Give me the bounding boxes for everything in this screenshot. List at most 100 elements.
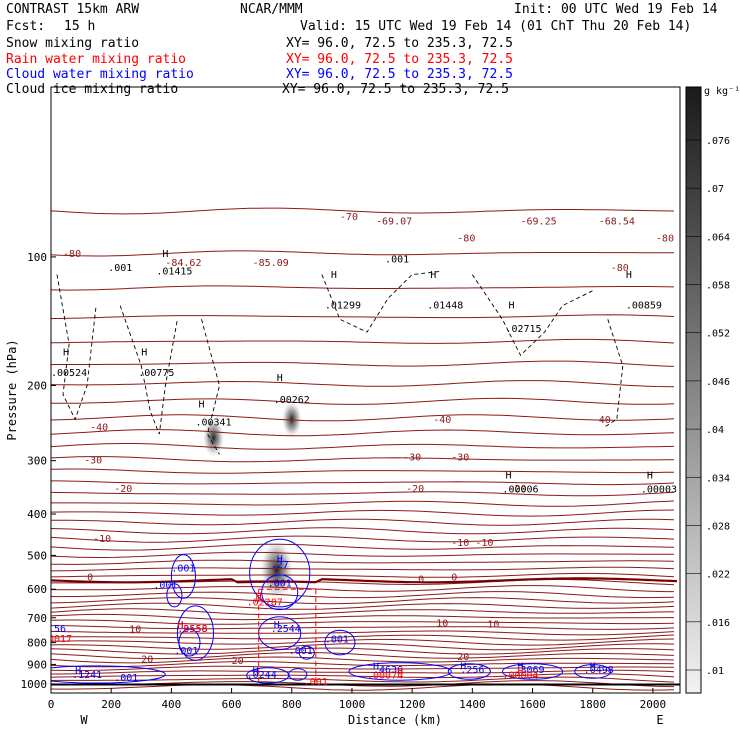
temperature-contour-line	[51, 543, 675, 551]
temperature-contour-line	[51, 509, 675, 517]
cloud-water-label: .0244	[247, 670, 277, 681]
rain-label: .001	[304, 677, 328, 688]
x-tick-label: 200	[101, 698, 121, 711]
snow-label: H	[505, 470, 511, 481]
rain-contours	[258, 588, 317, 685]
rain-label: .00004	[502, 670, 538, 681]
snow-label: H	[63, 347, 69, 358]
colorbar-unit: g kg⁻¹	[704, 86, 740, 97]
temperature-contour-line	[51, 551, 674, 558]
temperature-contour-line	[51, 250, 674, 257]
valid-time: Valid: 15 UTC Wed 19 Feb 14 (01 ChT Thu …	[300, 19, 691, 34]
temperature-contour-line	[51, 683, 675, 691]
colorbar-label: .076	[706, 136, 730, 147]
cloud-water-contour	[447, 663, 491, 680]
snow-label: .00003	[641, 484, 677, 495]
snow-label: H	[198, 399, 204, 410]
y-tick-label: 800	[27, 637, 47, 650]
snow-label: .00524	[51, 368, 87, 379]
cloud-water-label: .56	[48, 624, 66, 635]
colorbar-label: .07	[706, 184, 724, 195]
colorbar-label: .016	[706, 618, 730, 629]
temperature-label: -68.54	[599, 217, 635, 228]
fcst-label: Fcst:	[6, 19, 45, 34]
snow-contour	[604, 319, 624, 428]
temperature-contour-line	[51, 572, 675, 578]
snow-contours	[56, 270, 624, 455]
temperature-label: -20	[114, 484, 132, 495]
x-tick-label: 400	[161, 698, 181, 711]
temperature-label: 20	[232, 656, 244, 667]
rain-label: H	[517, 666, 523, 677]
x-tick-label: 800	[282, 698, 302, 711]
cloud-water-label: .3069	[514, 665, 544, 676]
temperature-contour-line	[51, 380, 675, 388]
temperature-contour-line	[51, 643, 675, 651]
field-cloud-water-xy: XY= 96.0, 72.5 to 235.3, 72.5	[286, 67, 513, 82]
temperature-label: -40	[593, 415, 611, 426]
temperature-contour-line	[51, 673, 675, 679]
temperature-label: 0	[451, 572, 457, 583]
cloud-water-label: .001	[174, 646, 198, 657]
colorbar-label: .028	[706, 521, 730, 532]
temperature-label: -69.07	[376, 217, 412, 228]
temperature-label: -40	[90, 423, 108, 434]
temperature-contour-line	[51, 338, 675, 344]
cloud-water-label: H	[253, 666, 259, 677]
snow-contour	[471, 274, 593, 357]
x-tick-label: 600	[222, 698, 242, 711]
colorbar-label: .034	[706, 473, 730, 484]
rain-label: H	[256, 592, 262, 603]
temperature-contour-line	[51, 585, 674, 593]
contour-labels: -80 -80 -80 -70 -69.07 -69.25 -68.54 -85.09 -84.…	[42, 212, 677, 688]
cloud-water-contour	[176, 605, 215, 661]
cloud-water-label: .2544	[271, 624, 301, 635]
x-tick-label: 1400	[459, 698, 486, 711]
snow-contour	[201, 319, 220, 455]
snow-contour	[321, 270, 443, 333]
east-label: E	[656, 713, 663, 727]
temperature-contour-line	[51, 491, 675, 497]
colorbar	[685, 86, 702, 694]
cloud-water-label: .27	[271, 560, 289, 571]
temperature-label: -85.09	[253, 258, 289, 269]
freezing-level-line	[51, 577, 678, 584]
snow-contour	[56, 274, 97, 421]
fcst-value: 15 h	[64, 19, 95, 34]
cloud-water-contour	[501, 663, 564, 680]
model-title: CONTRAST 15km ARW	[6, 2, 139, 17]
cloud-water-contour	[249, 538, 311, 608]
cloud-water-label: .0498	[584, 665, 614, 676]
field-snow-label: Snow mixing ratio	[6, 36, 139, 51]
field-cloud-ice-label: Cloud ice mixing ratio	[6, 82, 178, 97]
y-tick-label: 1000	[21, 678, 48, 691]
field-cloud-ice-xy: XY= 96.0, 72.5 to 235.3, 72.5	[282, 82, 509, 97]
temperature-contour-line	[51, 527, 675, 535]
temperature-label: -80	[457, 233, 475, 244]
snow-label: H	[647, 470, 653, 481]
snow-label: .00006	[502, 484, 538, 495]
snow-label: .00341	[195, 417, 231, 428]
cloud-water-label: .4636	[373, 665, 403, 676]
temperature-label: -80	[611, 263, 629, 274]
temperature-contour-line	[51, 314, 675, 319]
ice-shade	[260, 539, 294, 600]
rain-label: .0017	[42, 634, 72, 645]
temperature-contour-line	[51, 591, 675, 599]
cloud-water-contour	[288, 668, 308, 681]
snow-label: .00775	[138, 368, 174, 379]
temperature-contour-line	[51, 443, 675, 450]
rain-label: .02287	[247, 597, 283, 608]
temperature-contour-line	[51, 656, 675, 664]
x-tick-label: 0	[48, 698, 55, 711]
temperature-label: -70	[340, 212, 358, 223]
temperature-contour-line	[51, 500, 675, 507]
west-label: W	[80, 713, 88, 727]
colorbar-labels: .076 .07 .064 .058 .052 .046 .04 .034 .028 .022 .0…	[686, 136, 730, 677]
colorbar-label: .052	[706, 329, 730, 340]
temperature-contour-line	[51, 566, 675, 572]
cloud-water-label: .001	[153, 581, 177, 592]
colorbar-label: .046	[706, 377, 730, 388]
y-tick-label: 100	[27, 251, 47, 264]
